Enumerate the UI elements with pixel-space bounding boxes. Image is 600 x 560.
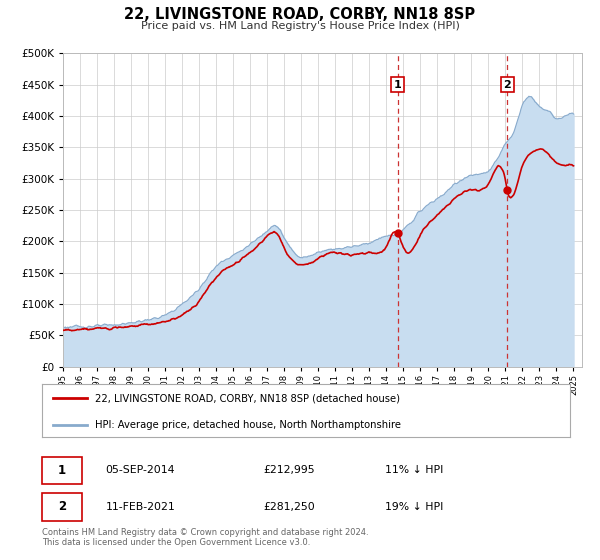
Text: £212,995: £212,995 bbox=[264, 465, 316, 475]
Text: 19% ↓ HPI: 19% ↓ HPI bbox=[385, 502, 443, 512]
Text: 22, LIVINGSTONE ROAD, CORBY, NN18 8SP: 22, LIVINGSTONE ROAD, CORBY, NN18 8SP bbox=[124, 7, 476, 22]
Text: 1: 1 bbox=[394, 80, 401, 90]
Text: 1: 1 bbox=[58, 464, 66, 477]
Text: 11-FEB-2021: 11-FEB-2021 bbox=[106, 502, 175, 512]
Text: HPI: Average price, detached house, North Northamptonshire: HPI: Average price, detached house, Nort… bbox=[95, 420, 401, 430]
FancyBboxPatch shape bbox=[42, 456, 82, 484]
Text: 05-SEP-2014: 05-SEP-2014 bbox=[106, 465, 175, 475]
Text: Contains HM Land Registry data © Crown copyright and database right 2024.: Contains HM Land Registry data © Crown c… bbox=[42, 528, 368, 536]
Text: 2: 2 bbox=[58, 500, 66, 514]
Text: This data is licensed under the Open Government Licence v3.0.: This data is licensed under the Open Gov… bbox=[42, 538, 310, 547]
Text: £281,250: £281,250 bbox=[264, 502, 316, 512]
Text: Price paid vs. HM Land Registry's House Price Index (HPI): Price paid vs. HM Land Registry's House … bbox=[140, 21, 460, 31]
Text: 11% ↓ HPI: 11% ↓ HPI bbox=[385, 465, 443, 475]
FancyBboxPatch shape bbox=[42, 493, 82, 521]
Text: 2: 2 bbox=[503, 80, 511, 90]
Text: 22, LIVINGSTONE ROAD, CORBY, NN18 8SP (detached house): 22, LIVINGSTONE ROAD, CORBY, NN18 8SP (d… bbox=[95, 394, 400, 404]
